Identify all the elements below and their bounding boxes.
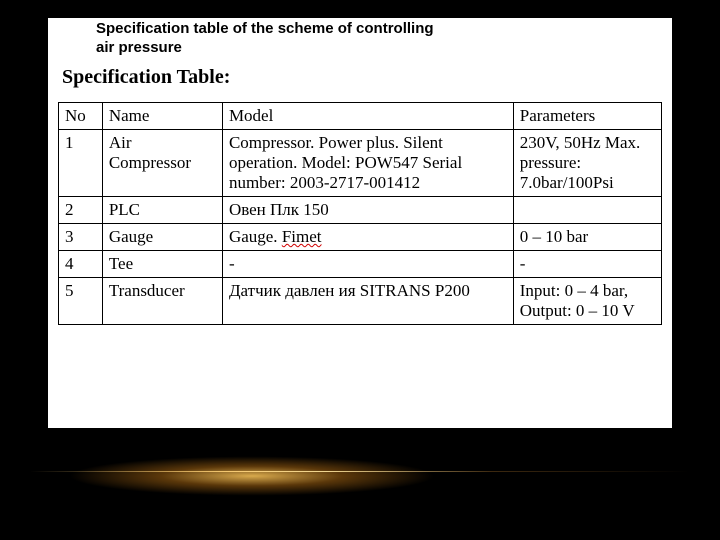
- specification-table: No Name Model Parameters 1 Air Compresso…: [58, 102, 662, 325]
- table-header-row: No Name Model Parameters: [59, 103, 662, 130]
- cell-no: 1: [59, 130, 103, 197]
- cell-model: Овен Плк 150: [222, 197, 513, 224]
- cell-name: Gauge: [102, 224, 222, 251]
- cell-no: 4: [59, 251, 103, 278]
- decorative-glow: [0, 440, 720, 500]
- col-header-name: Name: [102, 103, 222, 130]
- cell-param: -: [513, 251, 661, 278]
- slide-caption: Specification table of the scheme of con…: [96, 20, 436, 58]
- cell-param: 0 – 10 bar: [513, 224, 661, 251]
- table-title: Specification Table:: [62, 66, 230, 89]
- cell-name: Transducer: [102, 278, 222, 325]
- table-row: 1 Air Compressor Compressor. Power plus.…: [59, 130, 662, 197]
- cell-model: Gauge. Fimet: [222, 224, 513, 251]
- col-header-no: No: [59, 103, 103, 130]
- cell-param: Input: 0 – 4 bar, Output: 0 – 10 V: [513, 278, 661, 325]
- content-panel: Specification table of the scheme of con…: [48, 18, 672, 428]
- cell-name: Air Compressor: [102, 130, 222, 197]
- table-row: 5 Transducer Датчик давлен ия SITRANS P2…: [59, 278, 662, 325]
- cell-name: PLC: [102, 197, 222, 224]
- cell-no: 3: [59, 224, 103, 251]
- cell-param: 230V, 50Hz Max. pressure: 7.0bar/100Psi: [513, 130, 661, 197]
- table-row: 3 Gauge Gauge. Fimet 0 – 10 bar: [59, 224, 662, 251]
- col-header-params: Parameters: [513, 103, 661, 130]
- cell-name: Tee: [102, 251, 222, 278]
- decorative-glow-line: [30, 471, 690, 472]
- col-header-model: Model: [222, 103, 513, 130]
- cell-no: 5: [59, 278, 103, 325]
- cell-no: 2: [59, 197, 103, 224]
- cell-model: -: [222, 251, 513, 278]
- cell-model: Compressor. Power plus. Silent operation…: [222, 130, 513, 197]
- cell-model-prefix: Gauge.: [229, 227, 282, 246]
- cell-param: [513, 197, 661, 224]
- cell-model: Датчик давлен ия SITRANS P200: [222, 278, 513, 325]
- table-row: 2 PLC Овен Плк 150: [59, 197, 662, 224]
- cell-model-squiggle: Fimet: [282, 227, 322, 246]
- table-row: 4 Tee - -: [59, 251, 662, 278]
